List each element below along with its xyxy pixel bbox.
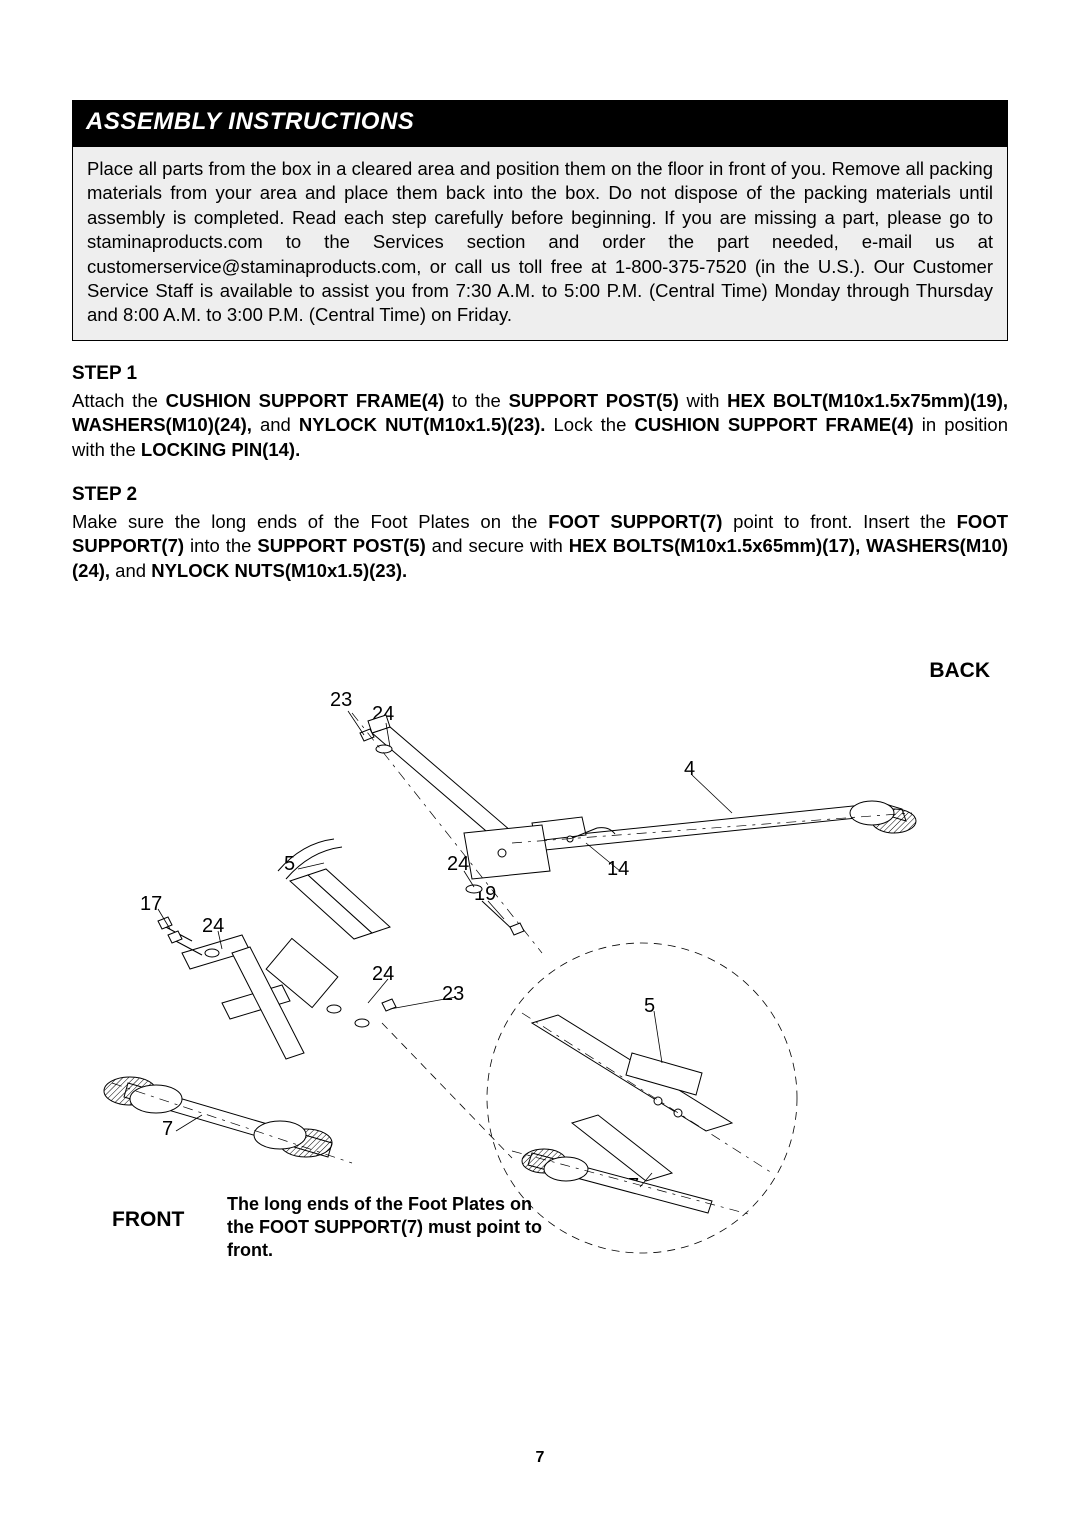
- step-2: STEP 2 Make sure the long ends of the Fo…: [72, 484, 1008, 583]
- s2-t0: Make sure the long ends of the Foot Plat…: [72, 511, 548, 532]
- s2-t2: into the: [184, 535, 257, 556]
- s1-b5: LOCKING PIN(14).: [141, 439, 300, 460]
- section-header: ASSEMBLY INSTRUCTIONS: [72, 100, 1008, 146]
- s1-b4: CUSHION SUPPORT FRAME(4): [634, 414, 913, 435]
- assembly-svg: [72, 653, 1008, 1333]
- s2-b2: SUPPORT POST(5): [257, 535, 425, 556]
- step-2-body: Make sure the long ends of the Foot Plat…: [72, 510, 1008, 583]
- intro-text: Place all parts from the box in a cleare…: [87, 158, 993, 325]
- s1-t3: and: [252, 414, 299, 435]
- page-number: 7: [0, 1449, 1080, 1467]
- s1-b0: CUSHION SUPPORT FRAME(4): [166, 390, 445, 411]
- s2-t4: and: [110, 560, 151, 581]
- s2-b4: NYLOCK NUTS(M10x1.5)(23).: [151, 560, 407, 581]
- step-1-title: STEP 1: [72, 363, 1008, 385]
- assembly-diagram: BACK FRONT 23 24 4 5 24 14 19 17 24 24 2…: [72, 653, 1008, 1333]
- s1-t4: Lock the: [545, 414, 634, 435]
- s2-t1: point to front. Insert the: [722, 511, 956, 532]
- s1-b1: SUPPORT POST(5): [509, 390, 679, 411]
- step-2-title: STEP 2: [72, 484, 1008, 506]
- section-title: ASSEMBLY INSTRUCTIONS: [86, 108, 414, 135]
- s2-b0: FOOT SUPPORT(7): [548, 511, 722, 532]
- intro-box: Place all parts from the box in a cleare…: [72, 146, 1008, 341]
- s1-t1: to the: [444, 390, 508, 411]
- s1-b3: NYLOCK NUT(M10x1.5)(23).: [299, 414, 546, 435]
- s2-t3: and secure with: [426, 535, 569, 556]
- step-1: STEP 1 Attach the CUSHION SUPPORT FRAME(…: [72, 363, 1008, 462]
- step-1-body: Attach the CUSHION SUPPORT FRAME(4) to t…: [72, 389, 1008, 462]
- s1-t0: Attach the: [72, 390, 166, 411]
- s1-t2: with: [679, 390, 727, 411]
